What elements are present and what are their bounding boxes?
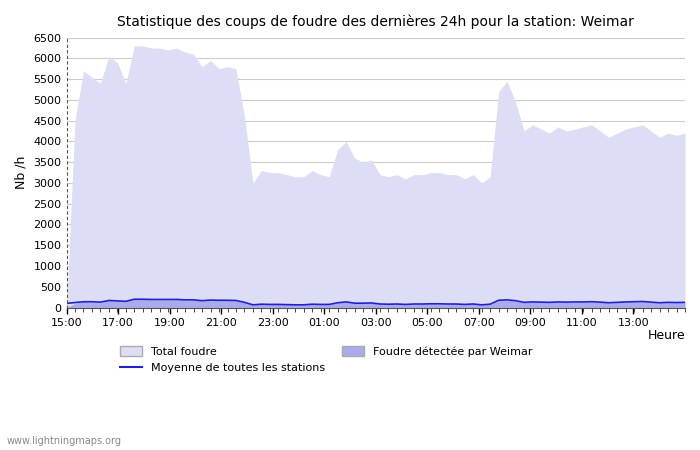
Text: www.lightningmaps.org: www.lightningmaps.org [7,436,122,446]
Legend: Total foudre, Moyenne de toutes les stations, Foudre détectée par Weimar: Total foudre, Moyenne de toutes les stat… [116,342,537,378]
X-axis label: Heure: Heure [648,329,685,342]
Title: Statistique des coups de foudre des dernières 24h pour la station: Weimar: Statistique des coups de foudre des dern… [118,15,634,30]
Y-axis label: Nb /h: Nb /h [15,156,28,189]
